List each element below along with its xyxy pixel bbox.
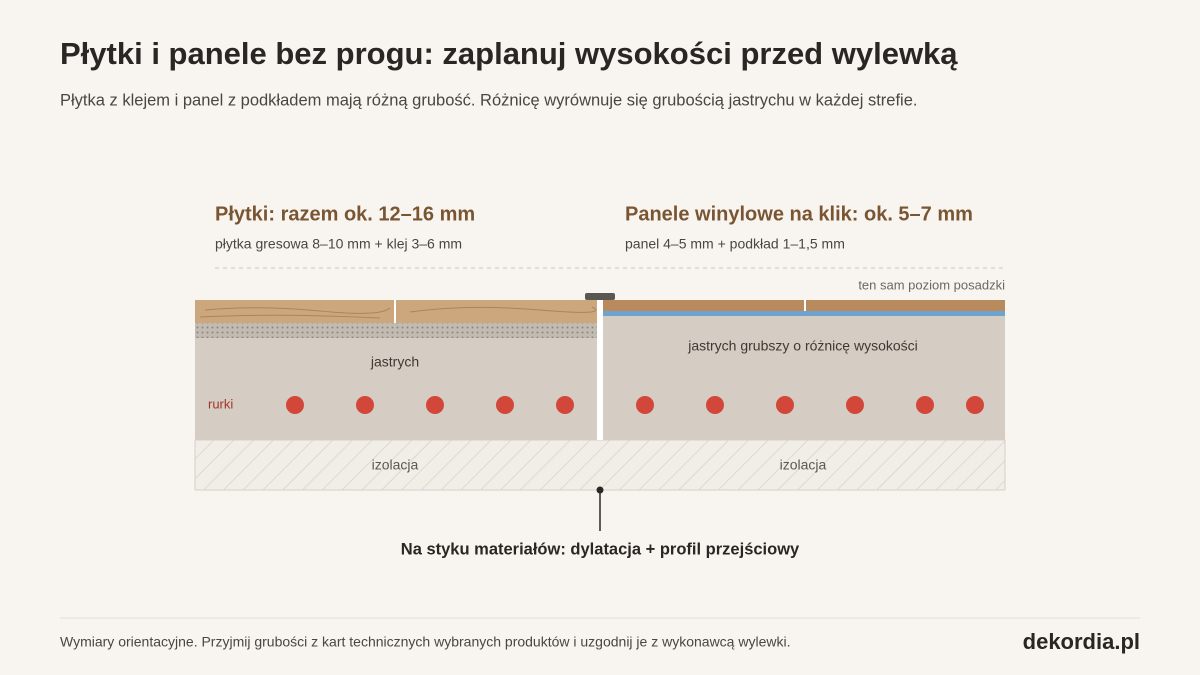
screed: [195, 338, 597, 440]
zone-detail: płytka gresowa 8–10 mm + klej 3–6 mm: [215, 236, 462, 252]
pipe: [706, 396, 724, 414]
pipe: [556, 396, 574, 414]
zone-title: Panele winylowe na klik: ok. 5–7 mm: [625, 203, 973, 225]
pipe: [776, 396, 794, 414]
subtitle: Płytka z klejem i panel z podkładem mają…: [60, 91, 917, 109]
title: Płytki i panele bez progu: zaplanuj wyso…: [60, 36, 958, 71]
screed-label: jastrych grubszy o różnicę wysokości: [687, 338, 918, 354]
screed: [603, 316, 1005, 440]
zone-detail: panel 4–5 mm + podkład 1–1,5 mm: [625, 236, 845, 252]
footer-note: Wymiary orientacyjne. Przyjmij grubości …: [60, 634, 790, 650]
pipes-label: rurki: [208, 396, 233, 411]
pipe: [846, 396, 864, 414]
insulation-label: izolacja: [372, 457, 419, 473]
pipe: [496, 396, 514, 414]
pipe: [916, 396, 934, 414]
insulation-label: izolacja: [780, 457, 827, 473]
tile-grain: [199, 306, 597, 319]
pipe: [426, 396, 444, 414]
pipe: [636, 396, 654, 414]
underlay-layer: [603, 311, 1005, 316]
pipe: [286, 396, 304, 414]
level-note: ten sam poziom posadzki: [858, 277, 1005, 292]
transition-profile: [585, 293, 615, 300]
adhesive-layer: [195, 323, 597, 338]
pipe: [356, 396, 374, 414]
screed-label: jastrych: [370, 354, 419, 370]
pipe: [966, 396, 984, 414]
zone-title: Płytki: razem ok. 12–16 mm: [215, 203, 475, 225]
expansion-joint: [597, 300, 603, 440]
insulation: [194, 439, 1006, 491]
brand: dekordia.pl: [1023, 629, 1140, 654]
joint-note: Na styku materiałów: dylatacja + profil …: [401, 540, 800, 558]
pipes: [286, 396, 984, 414]
